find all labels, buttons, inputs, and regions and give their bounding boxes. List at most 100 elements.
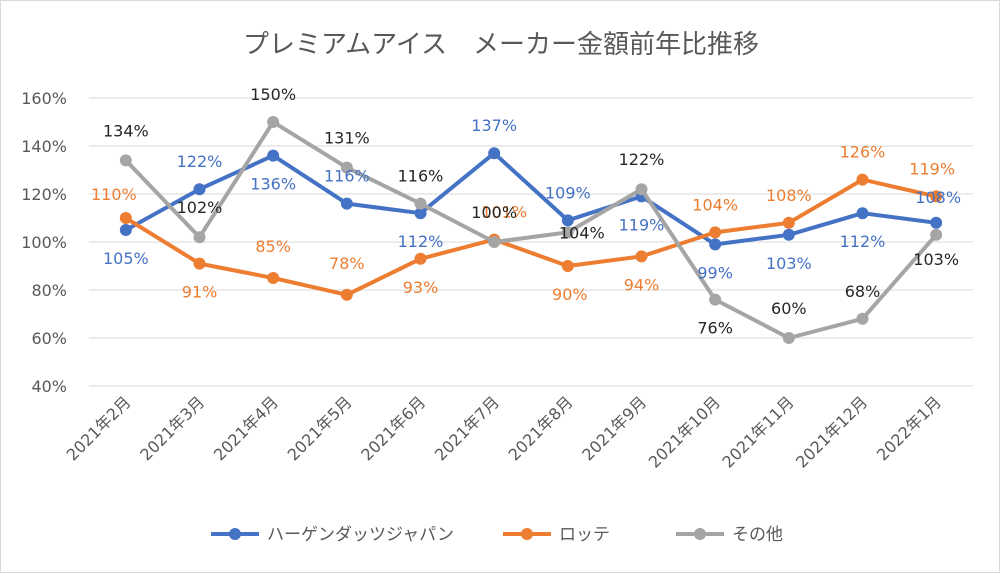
data-point <box>709 293 722 306</box>
data-point <box>267 116 280 128</box>
y-tick-label: 140% <box>21 137 67 156</box>
data-point <box>193 257 206 270</box>
data-label: 103% <box>766 254 812 273</box>
legend-entry: ハーゲンダッツジャパン <box>267 525 454 545</box>
data-label: 110% <box>91 185 137 204</box>
data-label: 93% <box>403 278 439 297</box>
y-tick-label: 80% <box>31 281 67 300</box>
data-label: 94% <box>624 275 660 294</box>
data-label: 103% <box>913 250 959 269</box>
data-label: 137% <box>471 116 517 135</box>
data-point <box>930 216 943 229</box>
x-tick-label: 2021年10月 <box>645 392 724 471</box>
x-tick-label: 2021年4月 <box>210 392 282 464</box>
data-labels: 105% 122% 136% 116% 112% 137% 109% 119% 99% 103% 1… <box>91 85 961 338</box>
series-line <box>123 151 939 247</box>
data-point <box>930 190 943 203</box>
data-point <box>414 207 427 220</box>
x-tick-label: 2021年9月 <box>578 392 650 464</box>
data-point <box>193 183 206 196</box>
data-point <box>267 272 280 284</box>
data-point <box>119 154 132 167</box>
data-point <box>414 252 427 265</box>
data-label: 134% <box>103 121 149 140</box>
data-label: 116% <box>324 167 370 186</box>
data-point <box>635 250 648 263</box>
x-tick-label: 2021年11月 <box>718 392 797 471</box>
data-point <box>414 197 427 210</box>
legend-entry: その他 <box>732 525 783 545</box>
data-point <box>561 214 574 227</box>
data-label: 136% <box>250 175 296 194</box>
x-tick-label: 2021年6月 <box>357 392 429 464</box>
data-point <box>193 231 206 244</box>
data-point <box>709 226 722 239</box>
y-tick-label: 40% <box>31 377 67 396</box>
data-point <box>561 226 574 239</box>
data-label: 119% <box>619 215 665 234</box>
data-label: 68% <box>845 282 881 301</box>
data-label: 116% <box>398 167 444 186</box>
y-axis-ticks: 40% 60% 80% 100% 120% 140% 160% <box>21 89 67 396</box>
legend-swatch-marker <box>694 528 706 540</box>
x-tick-label: 2021年12月 <box>792 392 871 471</box>
y-tick-label: 120% <box>21 185 67 204</box>
data-point <box>930 228 943 241</box>
x-tick-label: 2021年3月 <box>136 392 208 464</box>
data-label: 85% <box>255 237 291 256</box>
y-tick-label: 60% <box>31 329 67 348</box>
data-point <box>856 173 869 186</box>
data-point <box>340 288 353 301</box>
data-label: 78% <box>329 254 365 273</box>
data-label: 60% <box>771 299 807 318</box>
data-label: 90% <box>552 285 588 304</box>
x-tick-label: 2021年8月 <box>505 392 577 464</box>
x-tick-label: 2022年1月 <box>873 392 945 464</box>
x-tick-label: 2021年7月 <box>431 392 503 464</box>
data-label: 122% <box>619 150 665 169</box>
y-tick-label: 100% <box>21 233 67 252</box>
data-label: 99% <box>697 263 733 282</box>
legend-swatch-marker <box>229 528 241 540</box>
data-point <box>119 212 132 224</box>
data-point <box>635 183 648 196</box>
series-lines <box>119 116 943 344</box>
data-point <box>340 197 353 210</box>
data-label: 112% <box>398 232 444 251</box>
data-label: 122% <box>177 152 223 171</box>
data-label: 104% <box>692 195 738 214</box>
data-label: 76% <box>697 319 733 338</box>
y-tick-label: 160% <box>21 89 67 108</box>
series-line <box>123 120 939 340</box>
data-label: 150% <box>250 85 296 104</box>
data-label: 91% <box>182 283 218 302</box>
data-label: 112% <box>840 232 886 251</box>
data-label: 131% <box>324 129 370 148</box>
legend-swatch-marker <box>521 528 533 540</box>
data-label: 126% <box>840 143 886 162</box>
x-axis-ticks: 2021年2月 2021年3月 2021年4月 2021年5月 2021年6月 2021年… <box>63 392 945 471</box>
x-tick-label: 2021年2月 <box>63 392 135 464</box>
data-point <box>856 312 869 325</box>
data-point <box>856 207 869 220</box>
legend: ハーゲンダッツジャパン ロッテ その他 <box>211 525 783 545</box>
chart-title: プレミアムアイス メーカー金額前年比推移 <box>243 30 759 60</box>
data-point <box>267 149 280 162</box>
data-point <box>782 216 795 229</box>
data-label: 108% <box>766 186 812 205</box>
data-point <box>561 260 574 272</box>
data-label: 109% <box>545 183 591 202</box>
data-point <box>340 161 353 174</box>
x-tick-label: 2021年5月 <box>284 392 356 464</box>
data-label: 105% <box>103 249 149 268</box>
data-label: 119% <box>909 159 955 178</box>
legend-entry: ロッテ <box>559 525 610 545</box>
data-label: 102% <box>177 198 223 217</box>
series-line <box>123 177 939 297</box>
data-point <box>782 228 795 241</box>
data-point <box>782 332 795 344</box>
data-label: 104% <box>559 223 605 242</box>
data-label: 101% <box>481 203 527 222</box>
